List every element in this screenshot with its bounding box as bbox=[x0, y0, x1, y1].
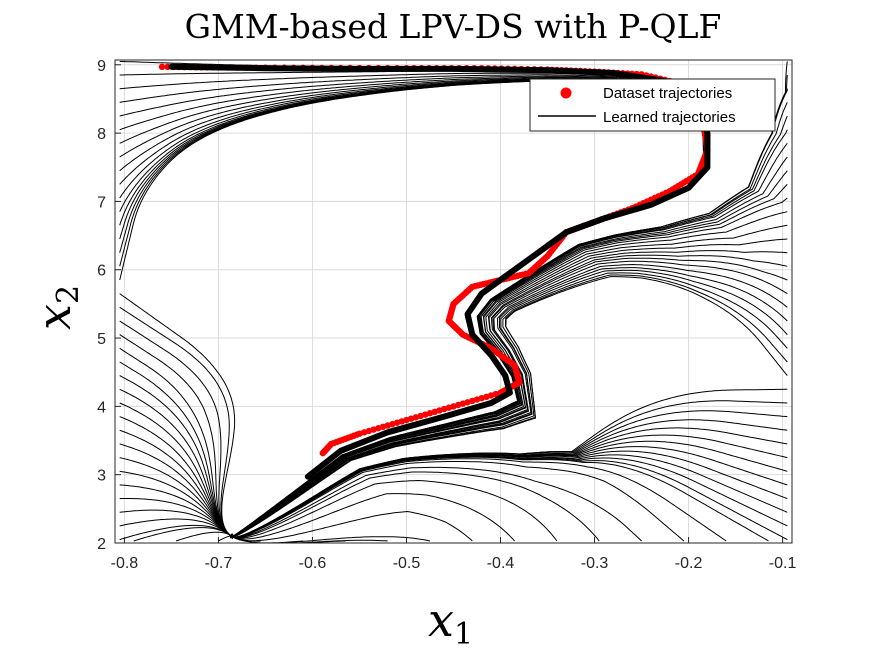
svg-text:x2: x2 bbox=[27, 285, 86, 330]
x-tick-label: -0.2 bbox=[675, 555, 703, 572]
x-tick-label: -0.8 bbox=[111, 555, 139, 572]
y-tick-label: 2 bbox=[97, 536, 106, 553]
y-tick-label: 7 bbox=[97, 194, 106, 211]
streamline bbox=[276, 536, 431, 543]
svg-text:x1: x1 bbox=[428, 593, 473, 652]
legend: Dataset trajectories Learned trajectorie… bbox=[529, 78, 776, 132]
y-tick-label: 3 bbox=[97, 468, 106, 485]
y-tick-label: 9 bbox=[97, 58, 106, 75]
y-tick-label: 5 bbox=[97, 331, 106, 348]
dataset-point bbox=[158, 63, 166, 71]
legend-marker-dataset bbox=[560, 87, 572, 99]
chart-title: GMM-based LPV-DS with P-QLF bbox=[185, 7, 722, 46]
y-axis-symbol: x bbox=[27, 304, 81, 330]
x-axis-subscript: 1 bbox=[454, 617, 473, 652]
y-tick-label: 6 bbox=[97, 263, 106, 280]
x-tick-label: -0.4 bbox=[487, 555, 515, 572]
plot-frame bbox=[114, 59, 793, 544]
x-tick-label: -0.3 bbox=[581, 555, 609, 572]
tick-labels: -0.8 -0.7 -0.6 -0.5 -0.4 -0.3 -0.2 -0.1 2 3 4 5 6 7 8 9 bbox=[97, 58, 796, 572]
legend-label-learned: Learned trajectories bbox=[603, 109, 736, 126]
dataset-point bbox=[319, 449, 327, 457]
y-tick-label: 8 bbox=[97, 126, 106, 143]
streamline bbox=[230, 61, 788, 538]
learned-trajectory bbox=[168, 63, 711, 480]
x-tick-label: -0.6 bbox=[299, 555, 327, 572]
x-axis-label: x1 bbox=[428, 593, 473, 652]
streamline bbox=[230, 456, 769, 542]
legend-box bbox=[529, 78, 776, 132]
x-tick-label: -0.5 bbox=[393, 555, 421, 572]
legend-label-dataset: Dataset trajectories bbox=[603, 85, 732, 102]
streamline bbox=[298, 539, 388, 543]
x-axis-symbol: x bbox=[428, 593, 454, 647]
y-tick-label: 4 bbox=[97, 399, 106, 416]
x-tick-label: -0.7 bbox=[205, 555, 233, 572]
y-axis-subscript: 2 bbox=[51, 285, 86, 304]
y-axis-label: x2 bbox=[27, 285, 86, 330]
x-tick-label: -0.1 bbox=[769, 555, 797, 572]
